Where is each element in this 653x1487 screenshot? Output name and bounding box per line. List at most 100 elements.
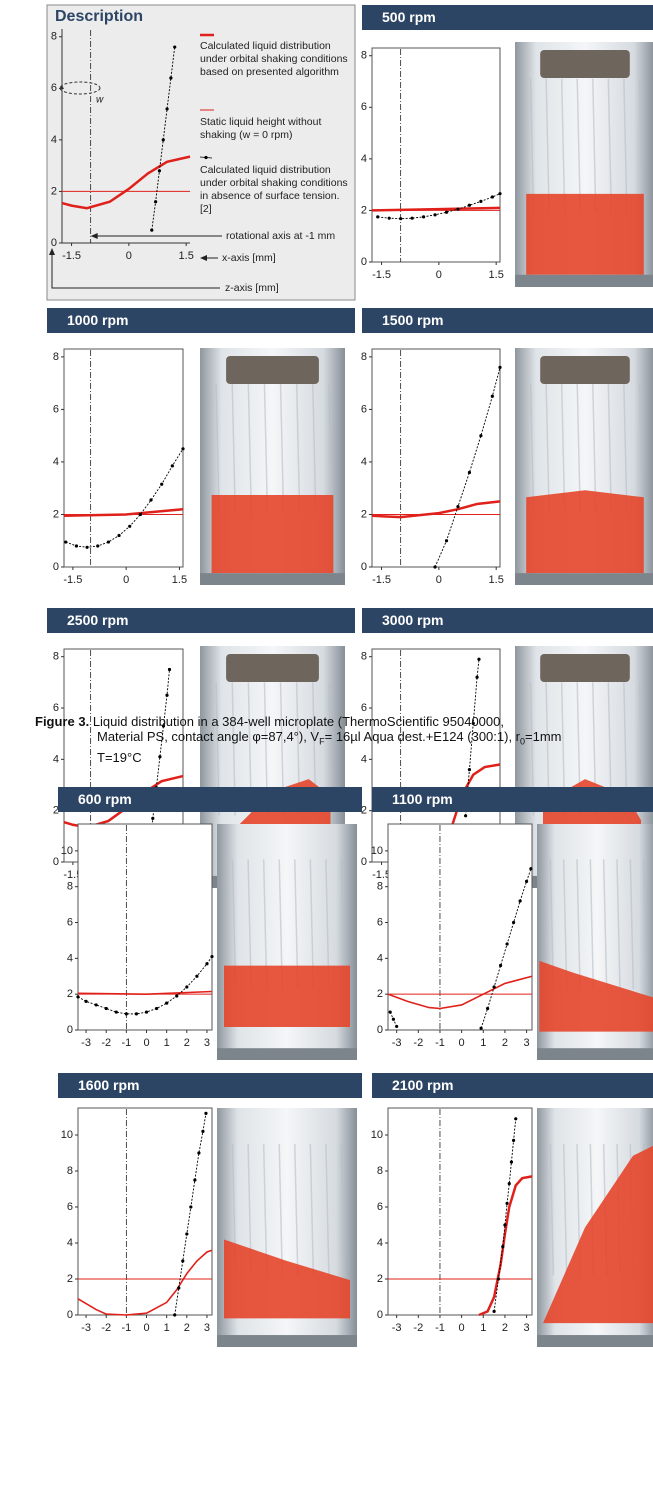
x-tick-label: 1 bbox=[164, 1037, 170, 1049]
y-tick-label: 2 bbox=[67, 1273, 73, 1285]
y-tick-label: 6 bbox=[67, 1201, 73, 1213]
panel-header bbox=[58, 787, 362, 812]
y-tick-label: 8 bbox=[361, 351, 367, 363]
series-marker bbox=[185, 985, 189, 989]
x-tick-label: 2 bbox=[184, 1322, 190, 1334]
photo-liquid bbox=[526, 193, 644, 275]
y-tick-label: 2 bbox=[377, 1273, 383, 1285]
series-marker bbox=[189, 1205, 193, 1209]
y-tick-label: 8 bbox=[361, 651, 367, 663]
y-tick-label: 4 bbox=[53, 753, 59, 765]
x-tick-label: -1.5 bbox=[62, 250, 81, 262]
series-marker bbox=[505, 942, 509, 946]
panel-header bbox=[372, 1073, 653, 1098]
panel-header bbox=[362, 5, 653, 30]
series-marker bbox=[161, 138, 165, 142]
panel-title: 600 rpm bbox=[78, 791, 132, 807]
series-marker bbox=[181, 447, 185, 451]
series-marker bbox=[490, 195, 494, 199]
series-line bbox=[63, 774, 184, 829]
series-marker bbox=[151, 816, 155, 820]
x-tick-label: 2 bbox=[502, 1322, 508, 1334]
x-tick-label: 3 bbox=[204, 1322, 210, 1334]
photo-streak bbox=[294, 1143, 299, 1276]
x-tick-label: -1 bbox=[121, 1037, 131, 1049]
x-tick-label: 0 bbox=[436, 574, 442, 586]
photo-streak bbox=[529, 78, 535, 214]
series-marker bbox=[496, 1277, 501, 1281]
series-marker bbox=[505, 1201, 509, 1205]
photo-cap bbox=[226, 654, 319, 682]
series-marker bbox=[175, 994, 179, 998]
series-marker bbox=[498, 365, 502, 369]
series-marker bbox=[173, 45, 177, 49]
legend-text: Static liquid height without shaking (w … bbox=[200, 116, 322, 141]
series-marker bbox=[177, 1286, 181, 1290]
y-tick-label: 0 bbox=[53, 856, 59, 868]
plot-frame bbox=[63, 348, 184, 568]
series-marker bbox=[197, 1151, 201, 1155]
x-tick-label: 0 bbox=[143, 1322, 149, 1334]
photo-streak bbox=[562, 1143, 568, 1276]
series-marker bbox=[444, 210, 449, 214]
y-tick-label: 4 bbox=[377, 1237, 383, 1249]
series-marker bbox=[195, 974, 199, 978]
y-tick-label: 2 bbox=[361, 508, 367, 520]
axis-note: z-axis [mm] bbox=[225, 282, 279, 294]
photo-streak bbox=[616, 859, 621, 990]
plot-frame bbox=[387, 1107, 533, 1316]
y-tick-label: 6 bbox=[361, 702, 367, 714]
caption-text: Material PS, contact angle φ=87,4°), V bbox=[97, 729, 320, 744]
photo-streak bbox=[589, 859, 595, 990]
series-line bbox=[61, 155, 191, 210]
x-tick-label: 1.5 bbox=[179, 250, 194, 262]
photo-streak bbox=[247, 383, 253, 514]
plot-frame bbox=[387, 823, 533, 1031]
y-tick-label: 6 bbox=[53, 403, 59, 415]
photo-streak bbox=[607, 78, 613, 214]
caption-label: Figure 3. bbox=[35, 714, 90, 729]
series-marker bbox=[138, 512, 142, 517]
x-tick-label: 3 bbox=[524, 1037, 530, 1049]
series-marker bbox=[501, 1245, 505, 1249]
photo-streak bbox=[642, 859, 648, 990]
series-line bbox=[77, 1249, 213, 1316]
caption-text: Liquid distribution in a 384-well microp… bbox=[92, 714, 504, 729]
plot-frame bbox=[371, 348, 501, 568]
photo-streak bbox=[638, 78, 644, 214]
series-marker bbox=[421, 215, 426, 219]
series-marker bbox=[210, 954, 214, 959]
y-tick-label: 0 bbox=[67, 1309, 73, 1321]
photo-streak bbox=[312, 383, 317, 514]
legend-text: Calculated liquid distribution under orb… bbox=[200, 40, 348, 78]
photo-streak bbox=[576, 859, 581, 990]
photo-cap bbox=[226, 356, 319, 384]
series-marker bbox=[467, 203, 472, 207]
series-marker bbox=[157, 169, 162, 173]
photo-streak bbox=[560, 78, 566, 214]
photo-streak bbox=[279, 383, 285, 514]
series-marker bbox=[64, 540, 68, 544]
y-tick-label: 0 bbox=[361, 561, 367, 573]
x-tick-label: 1 bbox=[480, 1037, 486, 1049]
series-marker bbox=[529, 867, 533, 871]
panel-header bbox=[362, 308, 653, 333]
series-marker bbox=[477, 657, 481, 661]
y-tick-label: 6 bbox=[361, 403, 367, 415]
series-marker bbox=[467, 470, 472, 475]
x-tick-label: -3 bbox=[81, 1037, 91, 1049]
photo-base bbox=[217, 1048, 357, 1060]
photo-streak bbox=[529, 383, 535, 514]
series-marker bbox=[117, 533, 121, 538]
series-marker bbox=[376, 215, 380, 219]
series-marker bbox=[173, 1313, 177, 1317]
x-tick-label: 2 bbox=[502, 1037, 508, 1049]
y-tick-label: 2 bbox=[377, 988, 383, 1000]
y-tick-label: 4 bbox=[361, 753, 367, 765]
series-marker bbox=[106, 540, 111, 544]
y-tick-label: 4 bbox=[67, 952, 73, 964]
y-tick-label: 8 bbox=[53, 351, 59, 363]
series-marker bbox=[507, 1182, 511, 1186]
y-tick-label: 0 bbox=[377, 1024, 383, 1036]
